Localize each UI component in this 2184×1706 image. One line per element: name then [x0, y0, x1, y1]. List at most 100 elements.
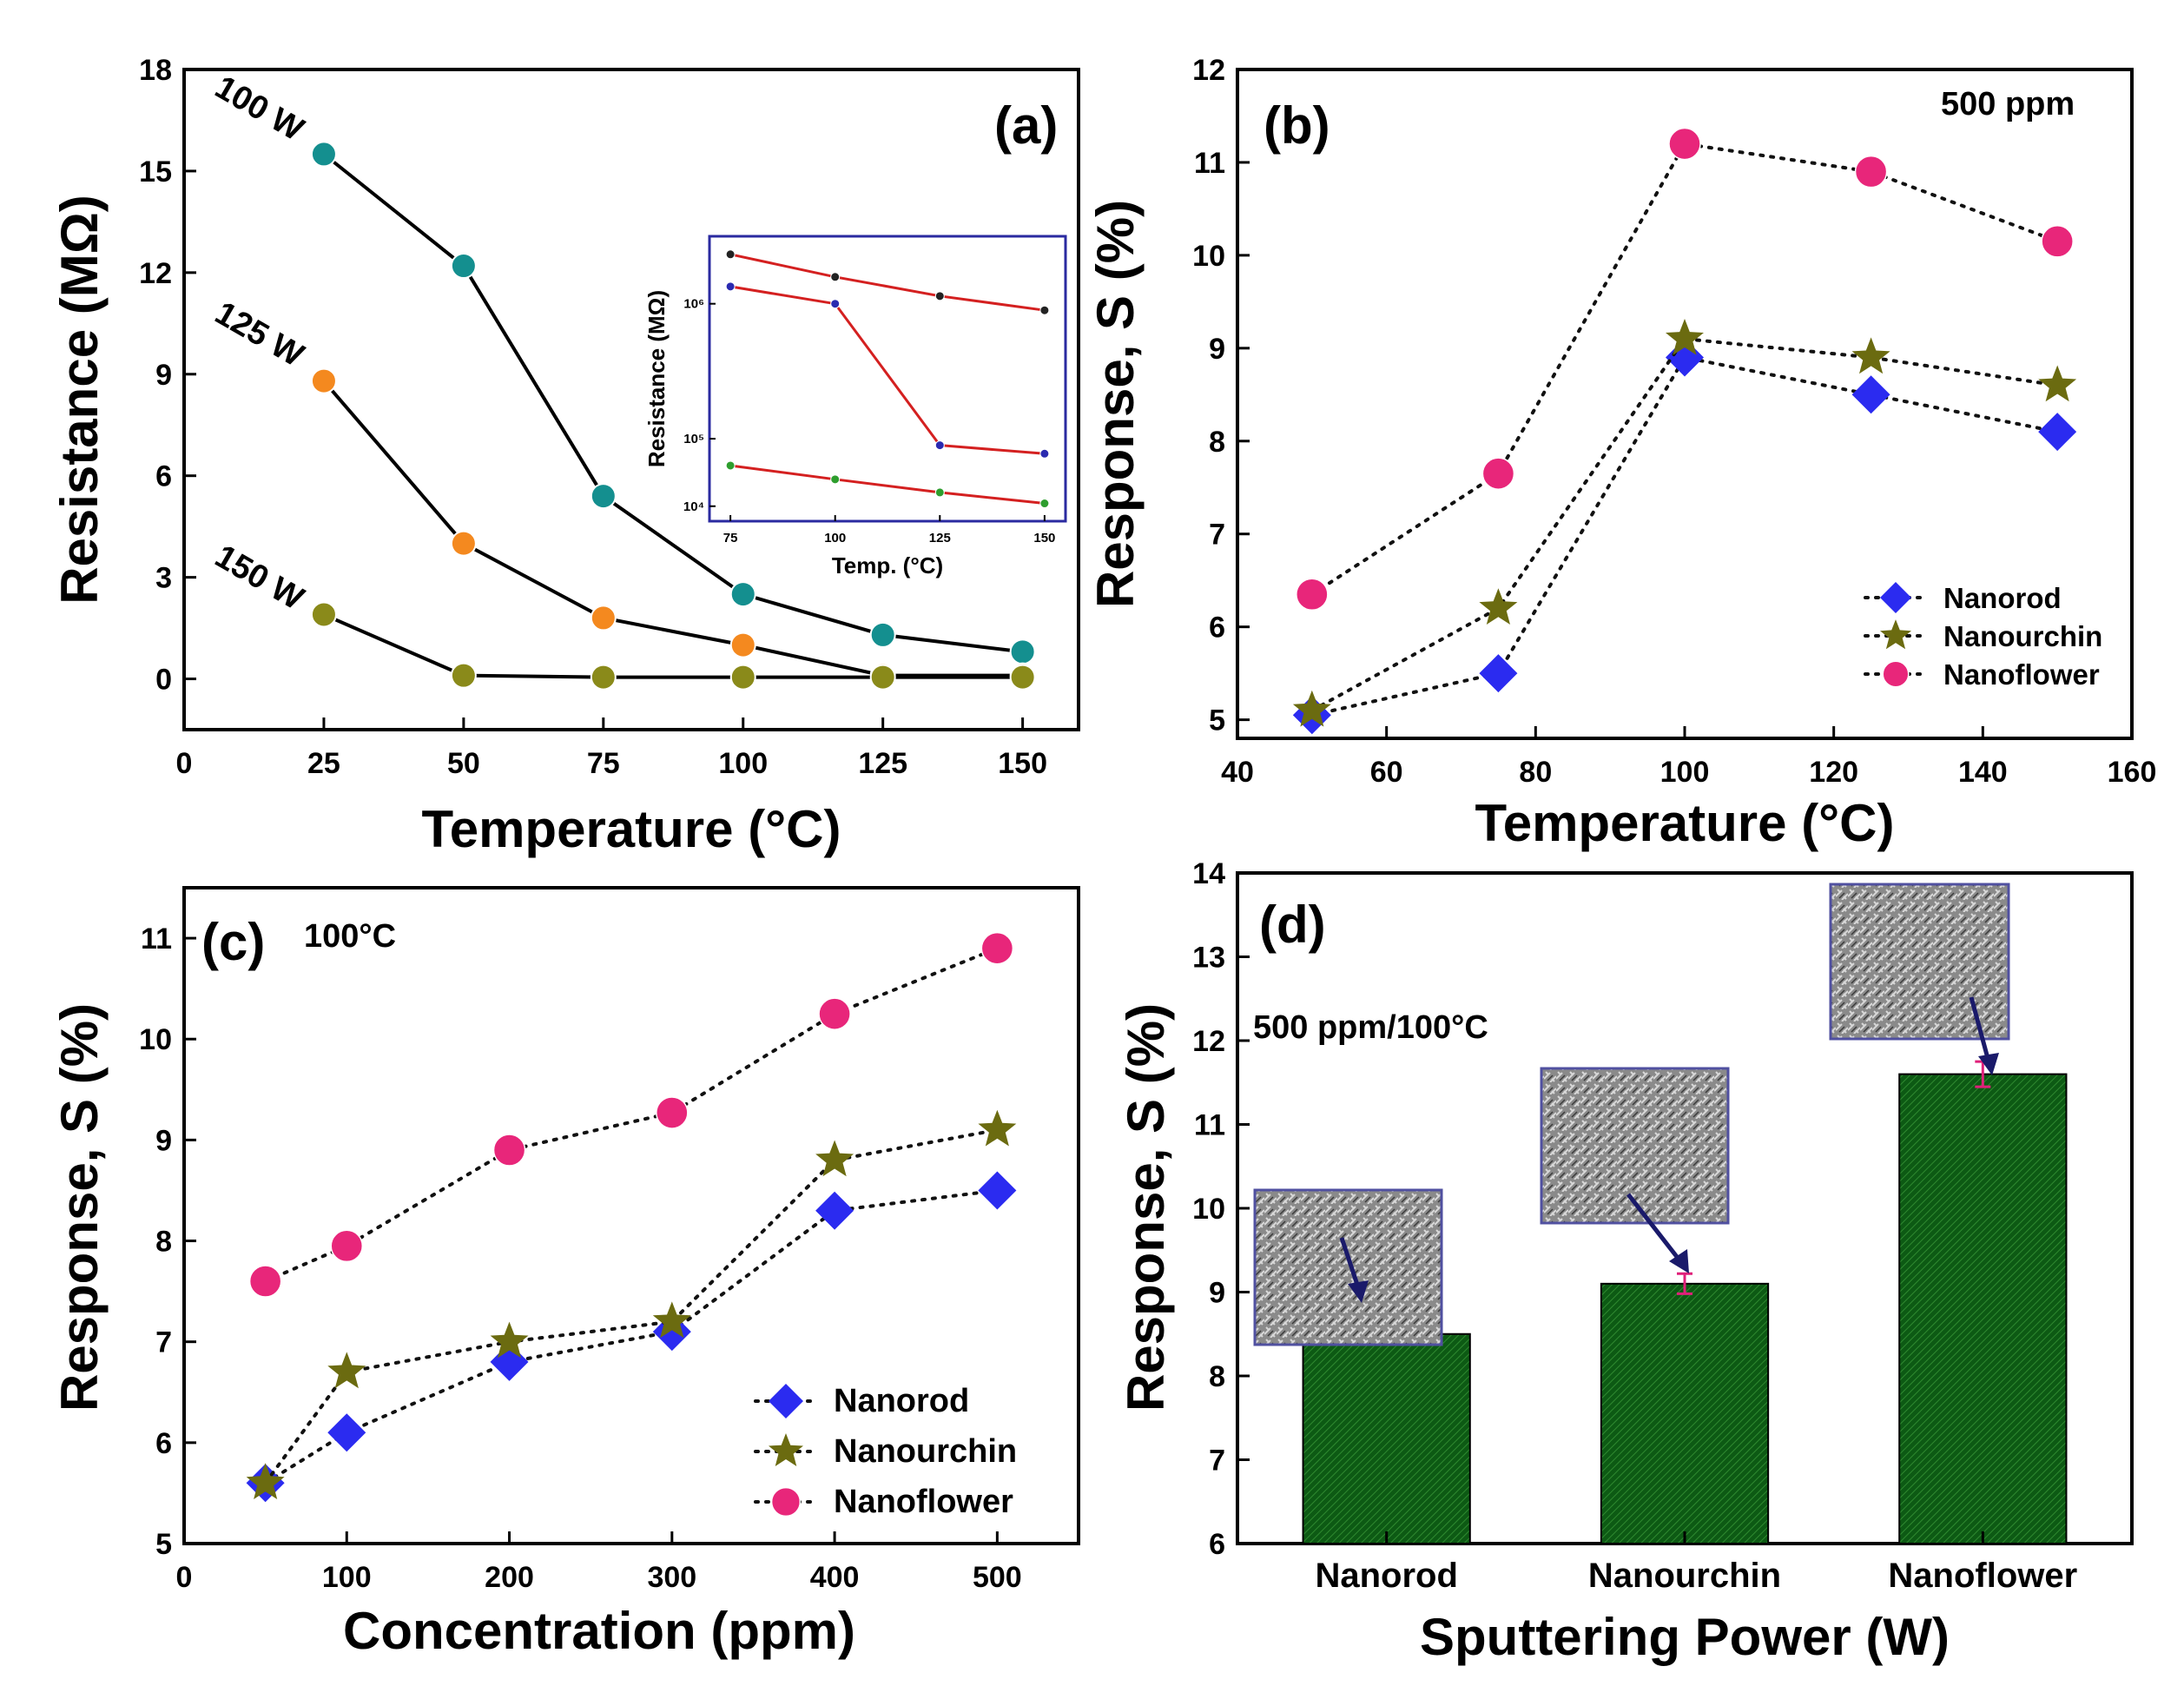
sem-arrowhead-nanourchin — [1669, 1249, 1689, 1273]
x-tick-label: 75 — [587, 747, 620, 780]
y-tick-label: 8 — [1209, 1360, 1225, 1393]
panel-d-xlabel: Sputtering Power (W) — [1420, 1608, 1950, 1666]
data-point-nanourchin — [652, 1301, 691, 1339]
category-label-nanorod: Nanorod — [1315, 1557, 1457, 1595]
inset-point-125-w — [934, 440, 945, 451]
inset-xlabel: Temp. (°C) — [832, 552, 943, 579]
y-tick-label: 7 — [1209, 1445, 1225, 1478]
inset-point-125-w — [830, 299, 841, 309]
data-point-150-w — [869, 664, 896, 691]
data-point-nanourchin — [978, 1109, 1017, 1147]
data-point-nanourchin — [815, 1140, 854, 1177]
data-point-nanoflower — [1854, 155, 1888, 188]
x-tick-label: 50 — [447, 747, 480, 780]
data-point-nanourchin — [490, 1321, 529, 1359]
data-point-100-w — [1009, 638, 1036, 665]
x-tick-label: 100 — [1660, 756, 1710, 789]
sem-arrow-nanourchin — [1626, 1193, 1682, 1263]
y-tick-label: 6 — [1209, 612, 1225, 645]
bar-nanorod — [1302, 1332, 1471, 1544]
data-point-nanoflower — [492, 1134, 526, 1167]
panel-b-xlabel: Temperature (°C) — [1475, 794, 1895, 852]
data-point-125-w — [310, 367, 337, 394]
x-tick-label: 100 — [824, 531, 846, 546]
sem-arrowhead-nanorod — [1348, 1280, 1369, 1303]
data-point-nanoflower — [656, 1096, 689, 1129]
y-tick-label: 12 — [1192, 1025, 1225, 1058]
y-tick-label: 10⁶ — [683, 297, 704, 312]
x-tick-label: 160 — [2108, 756, 2157, 789]
inset-point-100-w — [934, 291, 945, 301]
y-tick-label: 18 — [139, 54, 172, 87]
data-point-100-w — [729, 581, 756, 608]
inset-ylabel: Resistance (MΩ) — [643, 290, 670, 467]
y-tick-label: 9 — [1209, 333, 1225, 366]
panel-c-annotation: 100°C — [304, 918, 396, 955]
series-line-nanoflower — [1310, 142, 2060, 597]
sem-image-nanourchin — [1540, 1067, 1730, 1225]
data-point-nanoflower — [2041, 225, 2074, 258]
data-point-nanourchin — [1479, 588, 1518, 625]
x-tick-label: 25 — [307, 747, 340, 780]
panel-a-inset: 75 100 125 150 10⁴ 10⁵ 10⁶ Temp. (°C) Resistan… — [643, 235, 1067, 579]
category-label-nanourchin: Nanourchin — [1588, 1557, 1781, 1595]
x-tick-label: 40 — [1221, 756, 1254, 789]
y-tick-label: 5 — [1209, 704, 1225, 737]
inset-fit-line-125-w — [729, 285, 1046, 455]
data-point-nanourchin — [1292, 690, 1331, 727]
data-point-nanoflower — [248, 1265, 282, 1298]
x-tick-label: 100 — [322, 1561, 372, 1594]
y-tick-label: 10⁵ — [683, 432, 704, 446]
category-label-nanoflower: Nanoflower — [1888, 1557, 2077, 1595]
data-point-nanourchin — [327, 1352, 366, 1389]
data-point-nanorod — [327, 1413, 366, 1452]
inset-point-100-w — [725, 249, 736, 260]
inset-point-150-w — [934, 487, 945, 498]
data-point-nanourchin — [2038, 365, 2077, 402]
inset-frame — [708, 235, 1067, 523]
inset-point-125-w — [1039, 448, 1050, 459]
panel-c-series — [246, 931, 1017, 1503]
bar-nanoflower — [1898, 1073, 2068, 1544]
sem-images — [1253, 883, 2010, 1346]
data-point-150-w — [729, 664, 756, 691]
data-point-nanorod — [1479, 654, 1518, 693]
x-tick-label: 150 — [1033, 531, 1055, 546]
data-point-nanoflower — [980, 931, 1014, 965]
panel-b-series — [1292, 127, 2077, 735]
y-tick-label: 8 — [155, 1226, 172, 1259]
x-tick-label: 200 — [485, 1561, 534, 1594]
legend-label-nanoflower: Nanoflower — [1943, 658, 2100, 691]
x-tick-label: 300 — [647, 1561, 696, 1594]
data-point-nanourchin — [1666, 319, 1704, 355]
data-point-nanoflower — [1296, 578, 1329, 612]
panel-b-ticks: 40 60 80 100 120 140 160 5 6 7 8 9 10 11 12 — [1192, 54, 2156, 789]
panel-c-ylabel: Response, S (%) — [50, 1003, 109, 1412]
legend-marker-nanorod — [769, 1384, 803, 1418]
x-tick-label: 500 — [973, 1561, 1022, 1594]
x-tick-label: 125 — [858, 747, 907, 780]
y-tick-label: 10 — [1192, 240, 1225, 273]
y-tick-label: 10 — [1192, 1193, 1225, 1226]
legend-marker-nanourchin — [1880, 619, 1911, 650]
y-tick-label: 11 — [1194, 1109, 1225, 1142]
y-tick-label: 11 — [1194, 147, 1225, 180]
x-tick-label: 60 — [1370, 756, 1403, 789]
legend-marker-nanourchin — [769, 1433, 803, 1466]
panel-d: 6 7 8 9 10 11 12 13 14 Nanorod Nanourchin Nanoflow… — [1117, 857, 2134, 1666]
data-point-nanorod — [815, 1191, 854, 1230]
y-tick-label: 0 — [155, 664, 172, 697]
sem-arrow-nanoflower — [1969, 996, 1991, 1062]
data-point-nanorod — [978, 1171, 1017, 1210]
series-line-nanorod — [263, 1188, 1000, 1485]
bar-nanourchin — [1600, 1282, 1770, 1544]
panel-b: 40 60 80 100 120 140 160 5 6 7 8 9 10 11 12 (b) 500 pp… — [1086, 54, 2156, 852]
panel-a-ticks: 0 25 50 75 100 125 150 0 3 6 9 12 15 18 — [139, 54, 1047, 780]
legend-marker-nanorod — [1880, 582, 1911, 613]
legend-label-nanorod: Nanorod — [834, 1383, 969, 1419]
y-tick-label: 10 — [139, 1023, 172, 1056]
y-tick-label: 9 — [155, 359, 172, 392]
legend-marker-nanoflower — [770, 1486, 802, 1518]
series-line-100-w — [322, 152, 1023, 654]
y-tick-label: 13 — [1192, 942, 1225, 975]
